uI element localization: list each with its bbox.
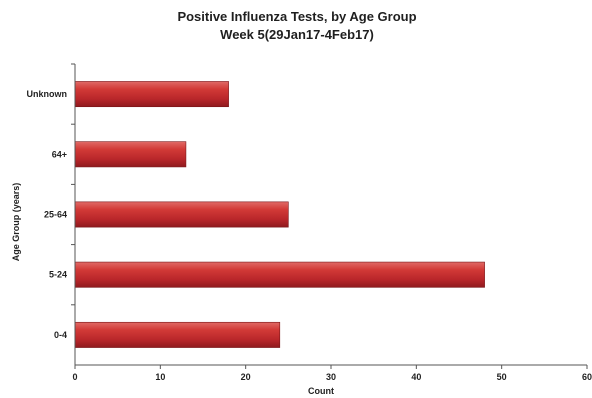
y-tick-label-25-64: 25-64 [44, 210, 67, 220]
y-tick-labels: 0-4 5-24 25-64 64+ Unknown [27, 63, 75, 340]
y-tick-label-unknown: Unknown [27, 89, 68, 99]
y-tick-label-5-24: 5-24 [49, 270, 67, 280]
chart-subtitle: Week 5(29Jan17-4Feb17) [220, 27, 374, 42]
x-tick-label-40: 40 [411, 372, 421, 382]
x-tick-label-10: 10 [155, 372, 165, 382]
x-ticks: 0 10 20 30 40 50 60 [72, 365, 592, 382]
x-tick-label-30: 30 [326, 372, 336, 382]
bar-5-24 [74, 261, 485, 288]
x-axis-title: Count [308, 386, 334, 396]
bar-unknown [74, 81, 229, 108]
chart-title: Positive Influenza Tests, by Age Group [177, 9, 416, 24]
bars-group [74, 81, 485, 348]
y-tick-label-0-4: 0-4 [54, 330, 67, 340]
bar-25-64 [74, 201, 289, 228]
x-tick-label-20: 20 [241, 372, 251, 382]
y-tick-label-64-: 64+ [52, 149, 67, 159]
y-axis-title: Age Group (years) [11, 183, 21, 262]
x-tick-label-60: 60 [582, 372, 592, 382]
x-tick-label-50: 50 [497, 372, 507, 382]
bar-64- [74, 141, 187, 168]
bar-0-4 [74, 321, 281, 348]
x-tick-label-0: 0 [72, 372, 77, 382]
